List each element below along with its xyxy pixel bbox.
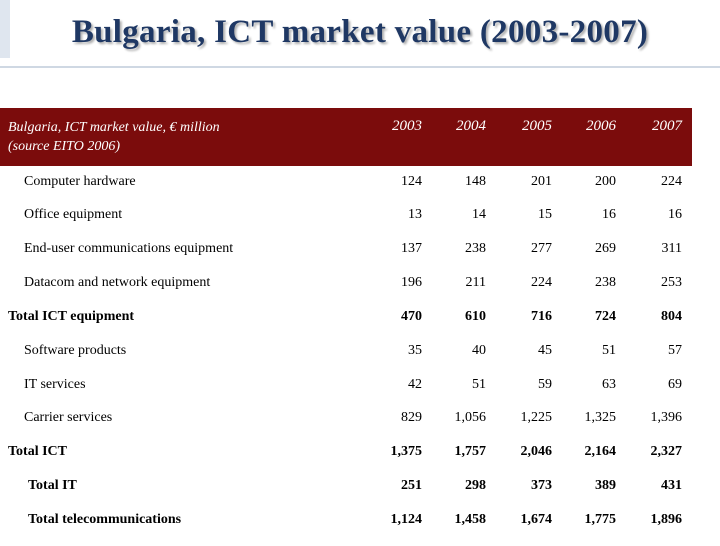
- row-label: Computer hardware: [24, 174, 136, 189]
- row-label: Carrier services: [24, 410, 113, 425]
- table-cell: 716: [531, 309, 552, 324]
- table-cell: 59: [538, 377, 552, 392]
- table-cell: 1,056: [454, 410, 487, 425]
- year-header: 2003: [392, 118, 422, 134]
- table-cell: 51: [472, 377, 486, 392]
- row-label: IT services: [24, 377, 86, 392]
- table-cell: 1,674: [520, 512, 553, 527]
- table-row-software-products: Software products 35 40 45 51 57: [0, 343, 692, 377]
- table-cell: 51: [602, 343, 616, 358]
- table-cell: 373: [531, 478, 552, 493]
- row-label: Datacom and network equipment: [24, 275, 211, 290]
- table-row-total-telecommunications: Total telecommunications 1,124 1,458 1,6…: [0, 512, 692, 546]
- table-cell: 2,164: [584, 444, 617, 459]
- table-cell: 1,124: [390, 512, 423, 527]
- table-cell: 200: [595, 174, 616, 189]
- table-cell: 69: [668, 377, 682, 392]
- row-label: Total telecommunications: [28, 512, 182, 527]
- row-label: Total ICT: [8, 444, 68, 459]
- table-cell: 224: [661, 174, 682, 189]
- slide-title: Bulgaria, ICT market value (2003-2007): [71, 14, 649, 50]
- table-cell: 35: [408, 343, 422, 358]
- table-cell: 2,046: [520, 444, 553, 459]
- table-cell: 1,757: [454, 444, 487, 459]
- row-label: Total ICT equipment: [8, 309, 135, 324]
- table-row-it-services: IT services 42 51 59 63 69: [0, 377, 692, 411]
- table-cell: 196: [401, 275, 422, 290]
- row-label: Total IT: [28, 478, 77, 493]
- table-cell: 251: [401, 478, 422, 493]
- table-cell: 269: [595, 241, 616, 256]
- table-cell: 124: [401, 174, 422, 189]
- table-cell: 1,458: [454, 512, 487, 527]
- year-header: 2007: [652, 118, 682, 134]
- table-caption: Bulgaria, ICT market value, € million (s…: [8, 118, 368, 156]
- table-cell: 63: [602, 377, 616, 392]
- table-cell: 829: [401, 410, 422, 425]
- table-cell: 238: [465, 241, 486, 256]
- table-cell: 1,325: [584, 410, 617, 425]
- year-header: 2006: [586, 118, 616, 134]
- table-cell: 224: [531, 275, 552, 290]
- caption-line-2: (source EITO 2006): [8, 139, 120, 154]
- table-header: Bulgaria, ICT market value, € million (s…: [0, 108, 692, 166]
- table-cell: 298: [465, 478, 486, 493]
- table-cell: 1,396: [650, 410, 683, 425]
- table-cell: 610: [465, 309, 486, 324]
- table-cell: 137: [401, 241, 422, 256]
- table-cell: 1,225: [520, 410, 553, 425]
- year-header: 2004: [456, 118, 486, 134]
- table-row-end-user-communications: End-user communications equipment 137 23…: [0, 241, 692, 275]
- row-label: End-user communications equipment: [24, 241, 234, 256]
- table-cell: 1,775: [584, 512, 617, 527]
- table-row-datacom-network: Datacom and network equipment 196 211 22…: [0, 275, 692, 309]
- table-cell: 2,327: [650, 444, 683, 459]
- table-cell: 1,375: [390, 444, 423, 459]
- row-label: Software products: [24, 343, 127, 358]
- table-cell: 45: [538, 343, 552, 358]
- table-cell: 201: [531, 174, 552, 189]
- table-row-total-ict: Total ICT 1,375 1,757 2,046 2,164 2,327: [0, 444, 692, 478]
- row-label: Office equipment: [24, 207, 123, 222]
- table-cell: 724: [595, 309, 616, 324]
- table-cell: 42: [408, 377, 422, 392]
- table-cell: 431: [661, 478, 682, 493]
- table-cell: 253: [661, 275, 682, 290]
- table-cell: 40: [472, 343, 486, 358]
- table-cell: 277: [531, 241, 552, 256]
- corner-accent: [0, 0, 10, 58]
- table-cell: 13: [408, 207, 422, 222]
- caption-line-1: Bulgaria, ICT market value, € million: [8, 120, 220, 135]
- title-divider: [0, 66, 720, 68]
- year-header: 2005: [522, 118, 552, 134]
- table-cell: 389: [595, 478, 616, 493]
- table-cell: 16: [668, 207, 682, 222]
- table-cell: 14: [472, 207, 486, 222]
- table-cell: 238: [595, 275, 616, 290]
- table-cell: 57: [668, 343, 682, 358]
- table-cell: 148: [465, 174, 486, 189]
- table-cell: 804: [661, 309, 682, 324]
- table-cell: 1,896: [650, 512, 683, 527]
- table-row-total-ict-equipment: Total ICT equipment 470 610 716 724 804: [0, 309, 692, 343]
- table-row-carrier-services: Carrier services 829 1,056 1,225 1,325 1…: [0, 410, 692, 444]
- table-cell: 15: [538, 207, 552, 222]
- table-row-computer-hardware: Computer hardware 124 148 201 200 224: [0, 174, 692, 208]
- table-cell: 16: [602, 207, 616, 222]
- table-cell: 311: [661, 241, 682, 256]
- table-cell: 470: [401, 309, 422, 324]
- table-cell: 211: [465, 275, 486, 290]
- table-row-total-it: Total IT 251 298 373 389 431: [0, 478, 692, 512]
- table-row-office-equipment: Office equipment 13 14 15 16 16: [0, 207, 692, 241]
